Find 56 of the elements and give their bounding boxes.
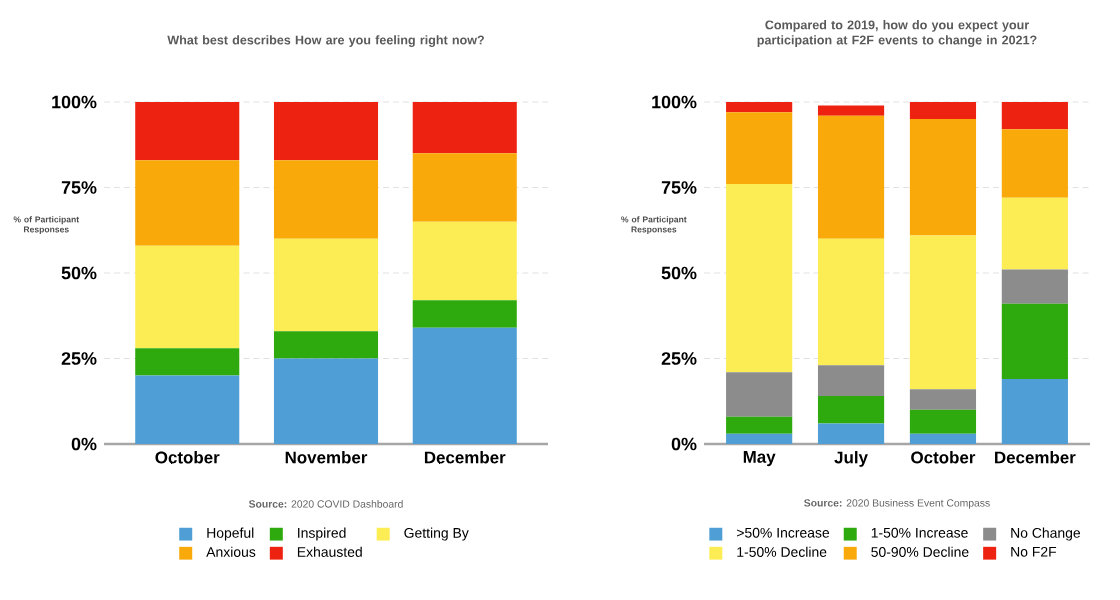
bar bbox=[726, 112, 793, 185]
bar bbox=[726, 433, 793, 444]
bar bbox=[726, 416, 793, 434]
y-tick-label: 25% bbox=[61, 352, 97, 365]
bar bbox=[135, 245, 240, 349]
bar bbox=[817, 105, 885, 116]
bar bbox=[273, 331, 379, 359]
y-tick-label: 50% bbox=[661, 266, 697, 280]
bar bbox=[412, 102, 517, 154]
bar bbox=[412, 153, 517, 222]
y-tick-label: 100% bbox=[652, 95, 697, 109]
bar bbox=[273, 358, 379, 444]
bar bbox=[1001, 129, 1068, 198]
bar bbox=[1001, 269, 1068, 304]
bar bbox=[909, 235, 977, 390]
x-tick-label: December bbox=[424, 451, 506, 464]
y-tick-label: 0% bbox=[71, 437, 97, 451]
x-tick-label: November bbox=[285, 451, 368, 464]
bar bbox=[817, 423, 885, 444]
x-tick-label: July bbox=[834, 451, 868, 467]
bar bbox=[135, 160, 240, 246]
y-tick-label: 75% bbox=[661, 181, 697, 194]
bar bbox=[726, 184, 793, 373]
bar bbox=[909, 102, 977, 120]
bar bbox=[909, 389, 977, 410]
bar bbox=[1001, 101, 1068, 130]
y-tick-label: 25% bbox=[661, 352, 697, 365]
bar bbox=[817, 365, 885, 397]
bar bbox=[909, 433, 977, 444]
x-tick-label: October bbox=[155, 451, 220, 464]
bar bbox=[1001, 197, 1068, 270]
bar bbox=[135, 348, 240, 376]
x-tick-label: December bbox=[995, 451, 1076, 464]
bar bbox=[273, 160, 379, 239]
bar bbox=[909, 409, 977, 434]
bar bbox=[726, 372, 793, 417]
bar bbox=[412, 221, 517, 301]
y-tick-label: 100% bbox=[52, 95, 97, 109]
y-tick-label: 75% bbox=[61, 181, 97, 194]
bar bbox=[817, 115, 885, 239]
x-tick-label: May bbox=[743, 451, 776, 467]
bar bbox=[817, 396, 885, 424]
bar bbox=[135, 375, 240, 444]
bar bbox=[273, 101, 379, 161]
bar bbox=[817, 238, 885, 366]
bar bbox=[135, 101, 240, 161]
bar bbox=[726, 101, 793, 113]
y-tick-label: 50% bbox=[61, 266, 97, 280]
bar bbox=[1001, 303, 1068, 380]
bar bbox=[412, 327, 517, 444]
bar bbox=[909, 119, 977, 236]
y-tick-label: 0% bbox=[671, 437, 697, 451]
bar bbox=[412, 300, 517, 328]
bar bbox=[273, 238, 379, 332]
bar bbox=[1001, 379, 1068, 444]
x-tick-label: October bbox=[911, 451, 976, 464]
